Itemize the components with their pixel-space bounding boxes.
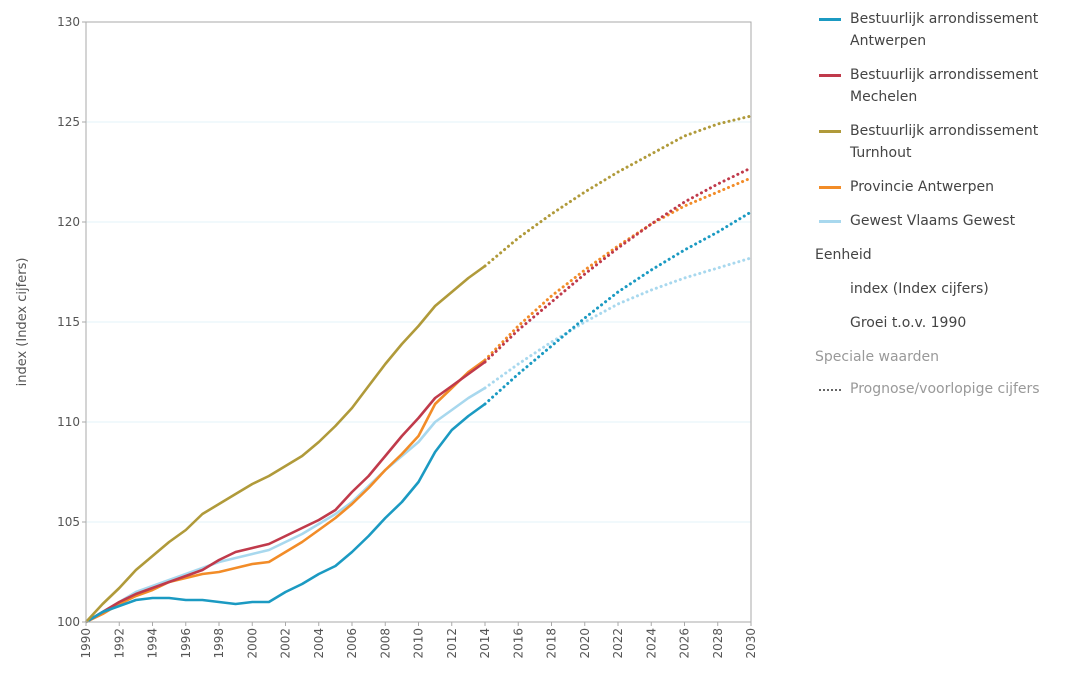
y-tick-label: 120	[57, 215, 80, 229]
x-tick-label: 1992	[112, 628, 126, 659]
x-tick-label: 2010	[412, 628, 426, 659]
x-tick-label: 2000	[245, 628, 259, 659]
legend-forecast-item: Prognose/voorlopige cijfers	[815, 378, 1073, 400]
x-tick-label: 2022	[611, 628, 625, 659]
x-tick-label: 2008	[378, 628, 392, 659]
x-tick-label: 2020	[578, 628, 592, 659]
series-lines	[85, 114, 753, 624]
x-tick-label: 1998	[212, 628, 226, 659]
x-tick-label: 2012	[445, 628, 459, 659]
legend-item-3[interactable]: Provincie Antwerpen	[815, 176, 1073, 198]
y-tick-label: 125	[57, 115, 80, 129]
series-line-forecast-4	[483, 256, 753, 390]
legend-label: Bestuurlijk arrondissement Turnhout	[850, 123, 1039, 161]
legend-unit-line-1: index (Index cijfers)	[850, 281, 989, 297]
x-tick-labels: 1990 1992 1994 1996 1998 2000 2002 2004 2006 2008…	[79, 622, 758, 659]
x-tick-label: 2030	[744, 628, 758, 659]
y-tick-label: 100	[57, 615, 80, 629]
y-tick-label: 130	[57, 15, 80, 29]
x-tick-label: 2028	[711, 628, 725, 659]
series-line-forecast-2	[483, 114, 753, 268]
legend-swatch	[819, 220, 841, 223]
legend-label: Bestuurlijk arrondissement Mechelen	[850, 67, 1039, 105]
x-tick-label: 2026	[678, 628, 692, 659]
legend-item-2[interactable]: Bestuurlijk arrondissement Turnhout	[815, 120, 1073, 164]
series-line-forecast-3	[483, 176, 753, 362]
legend-special-title: Speciale waarden	[815, 349, 939, 365]
legend-label: Bestuurlijk arrondissement Antwerpen	[850, 11, 1039, 49]
x-tick-label: 2004	[312, 628, 326, 659]
legend-unit-title: Eenheid	[815, 247, 872, 263]
legend-forecast-label: Prognose/voorlopige cijfers	[850, 381, 1040, 397]
series-line-observed-3	[85, 358, 486, 624]
series-line-forecast-1	[483, 166, 753, 364]
legend-label: Gewest Vlaams Gewest	[850, 213, 1016, 229]
legend-item-4[interactable]: Gewest Vlaams Gewest	[815, 210, 1073, 232]
series-line-observed-1	[85, 360, 486, 624]
y-tick-label: 105	[57, 515, 80, 529]
x-tick-label: 2016	[511, 628, 525, 659]
plot-frame	[85, 21, 752, 623]
legend-label: Provincie Antwerpen	[850, 179, 995, 195]
x-tick-label: 2006	[345, 628, 359, 659]
x-tick-label: 2014	[478, 628, 492, 659]
y-axis-label: index (Index cijfers)	[15, 258, 30, 387]
legend-item-1[interactable]: Bestuurlijk arrondissement Mechelen	[815, 64, 1073, 108]
x-tick-label: 2002	[279, 628, 293, 659]
y-tick-labels: 100 105 110 115 120 125 130	[57, 15, 86, 629]
series-line-observed-0	[85, 402, 486, 624]
y-tick-label: 110	[57, 415, 80, 429]
legend-item-0[interactable]: Bestuurlijk arrondissement Antwerpen	[815, 8, 1073, 52]
x-tick-label: 2024	[644, 628, 658, 659]
x-tick-label: 1994	[146, 628, 160, 659]
grid-lines	[86, 121, 751, 523]
legend-swatch	[819, 186, 841, 189]
x-tick-label: 1990	[79, 628, 93, 659]
legend: Bestuurlijk arrondissement Antwerpen Best…	[815, 8, 1073, 400]
x-tick-label: 1996	[179, 628, 193, 659]
dotted-line-swatch	[819, 389, 841, 391]
x-tick-label: 2018	[545, 628, 559, 659]
legend-swatch	[819, 18, 841, 21]
series-line-observed-4	[85, 386, 486, 624]
series-line-forecast-0	[483, 210, 753, 406]
legend-unit-line-2: Groei t.o.v. 1990	[850, 315, 967, 331]
y-tick-label: 115	[57, 315, 80, 329]
legend-swatch	[819, 74, 841, 77]
legend-swatch	[819, 130, 841, 133]
series-line-observed-2	[85, 264, 486, 623]
